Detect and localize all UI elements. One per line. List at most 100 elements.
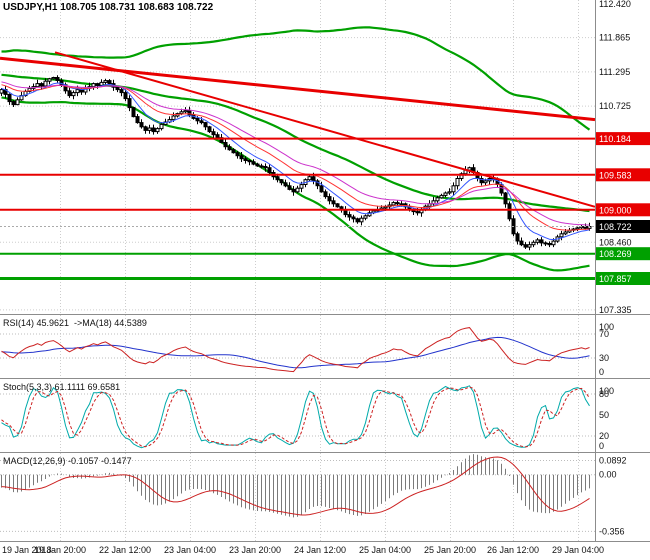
price-badge (596, 168, 650, 182)
stoch-axis-label: 100 (599, 386, 614, 396)
candle-body (363, 215, 368, 219)
candle-body (323, 191, 328, 198)
candle-body (227, 146, 232, 151)
price-axis-label: 110.725 (599, 101, 631, 111)
trend-line[interactable] (0, 56, 596, 122)
candle-body (359, 217, 364, 223)
candle-body (103, 80, 108, 83)
candle-body (367, 212, 372, 217)
stoch-axis-label: 20 (599, 431, 609, 441)
trend-line[interactable] (54, 51, 596, 208)
candle-body (383, 206, 388, 209)
time-label: 26 Jan 12:00 (487, 545, 539, 555)
candle-body (151, 127, 156, 133)
candle-body (263, 166, 268, 169)
candle-body (299, 184, 304, 189)
candle-body (291, 188, 296, 193)
candle-body (559, 233, 564, 238)
candle-body (159, 123, 164, 130)
candle-body (307, 176, 312, 181)
candle-body (527, 244, 532, 248)
candle-body (451, 185, 456, 193)
candle-body (51, 77, 56, 80)
time-label: 19 Jan 20:00 (34, 545, 86, 555)
candle-body (543, 242, 548, 245)
candle-body (99, 81, 104, 86)
price-badge-label: 109.583 (599, 170, 632, 180)
candle-body (147, 127, 152, 131)
candle-body (71, 92, 76, 97)
candle-body (231, 149, 236, 154)
candle-body (531, 241, 536, 246)
candle-body (15, 99, 20, 106)
candle-body (207, 126, 212, 133)
candle-body (439, 194, 444, 199)
candle-body (123, 92, 128, 100)
candle-body (259, 165, 264, 168)
macd-axis-label: 0.00 (599, 470, 617, 480)
candle-body (295, 187, 300, 193)
candle-body (443, 192, 448, 196)
candle-body (91, 83, 96, 88)
candle-body (215, 134, 220, 139)
candle-body (131, 107, 136, 118)
macd-histogram (1, 454, 590, 518)
macd-axis-label: 0.0892 (599, 456, 627, 466)
candle-body (483, 180, 488, 184)
candle-body (243, 158, 248, 161)
candle-body (351, 216, 356, 220)
candle-body (251, 161, 256, 165)
candle-body (575, 227, 580, 230)
price-badge-label: 110.184 (599, 134, 631, 144)
candle-body (275, 176, 280, 181)
price-badge-label: 108.269 (599, 249, 632, 259)
rsi-axis-label: 30 (599, 353, 609, 363)
candle-body (391, 202, 396, 206)
stoch-axis-label: 0 (599, 441, 604, 451)
price-axis-label: 107.335 (599, 305, 632, 315)
grid-lines (0, 0, 595, 541)
candle-body (319, 185, 324, 193)
candle-body (187, 110, 192, 116)
candle-body (547, 243, 552, 246)
candle-body (399, 203, 404, 206)
candle-body (195, 117, 200, 122)
candle-body (247, 160, 252, 163)
candle-body (75, 89, 80, 94)
time-label: 23 Jan 20:00 (229, 545, 281, 555)
candle-body (27, 87, 32, 92)
candle-body (515, 233, 520, 242)
price-badge (596, 132, 650, 146)
price-badge-label: 109.000 (599, 205, 632, 215)
candle-body (447, 191, 452, 194)
candle-body (171, 115, 176, 121)
candle-body (119, 89, 124, 94)
candle-body (335, 203, 340, 208)
time-label: 22 Jan 12:00 (99, 545, 151, 555)
candle-body (347, 214, 352, 218)
candle-body (311, 176, 316, 182)
time-label: 23 Jan 04:00 (164, 545, 216, 555)
candle-body (239, 155, 244, 160)
candle-body (535, 239, 540, 243)
candle-body (563, 231, 568, 235)
rsi-ma-line (1, 336, 590, 369)
candle-body (139, 122, 144, 128)
ma-slow-line (1, 81, 590, 226)
candle-body (183, 110, 188, 113)
candle-body (7, 93, 12, 103)
candle-body (499, 184, 504, 194)
rsi-line (1, 327, 590, 373)
price-axis[interactable]: 112.420 111.865 111.295 110.725 108.460 107.3… (596, 0, 650, 536)
candle-body (55, 77, 60, 81)
candle-body (507, 203, 512, 220)
candle-body (287, 185, 292, 190)
candle-body (35, 83, 40, 88)
candle-body (0, 89, 4, 94)
candles[interactable] (0, 75, 592, 251)
stoch-axis-label: 80 (599, 389, 609, 399)
price-badge (596, 272, 650, 285)
